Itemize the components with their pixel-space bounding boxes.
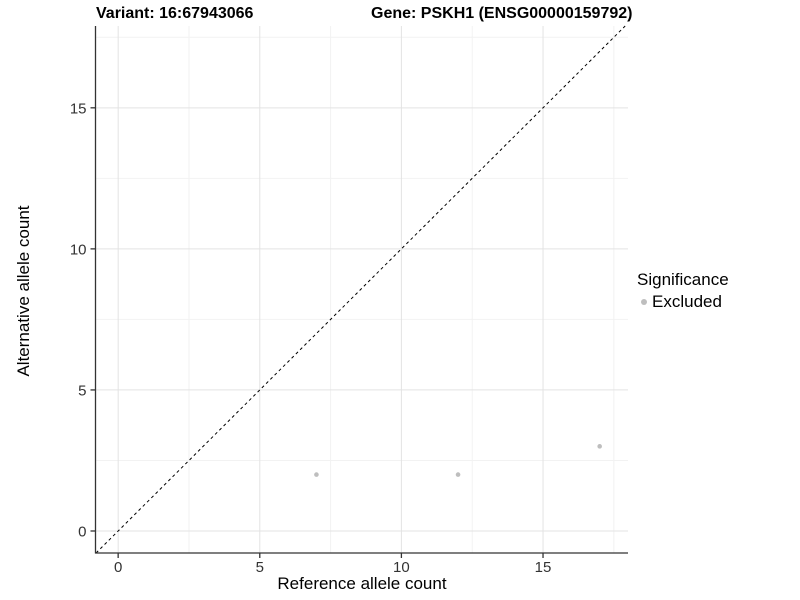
data-point [314, 472, 319, 477]
legend-title: Significance [637, 270, 729, 289]
gene-title: Gene: PSKH1 (ENSG00000159792) [371, 5, 633, 22]
x-axis-title: Reference allele count [277, 574, 447, 593]
identity-reference-line [95, 25, 626, 554]
y-axis-title: Alternative allele count [14, 205, 33, 377]
x-tick-label: 10 [393, 559, 410, 576]
data-point [455, 472, 461, 477]
x-tick-label: 0 [114, 559, 122, 576]
y-tick-label: 10 [70, 241, 87, 258]
y-tick-label: 5 [78, 382, 86, 399]
legend-point-swatch-icon [641, 299, 647, 305]
legend: Significance Excluded [637, 270, 729, 312]
legend-item-label: Excluded [652, 292, 722, 311]
y-tick-label: 15 [70, 100, 87, 117]
x-tick-label: 5 [256, 559, 264, 576]
y-tick-label: 0 [78, 523, 86, 540]
legend-item-excluded: Excluded [637, 292, 729, 312]
x-tick-label: 15 [535, 559, 552, 576]
variant-title: Variant: 16:67943066 [96, 5, 254, 22]
data-point [597, 444, 602, 449]
